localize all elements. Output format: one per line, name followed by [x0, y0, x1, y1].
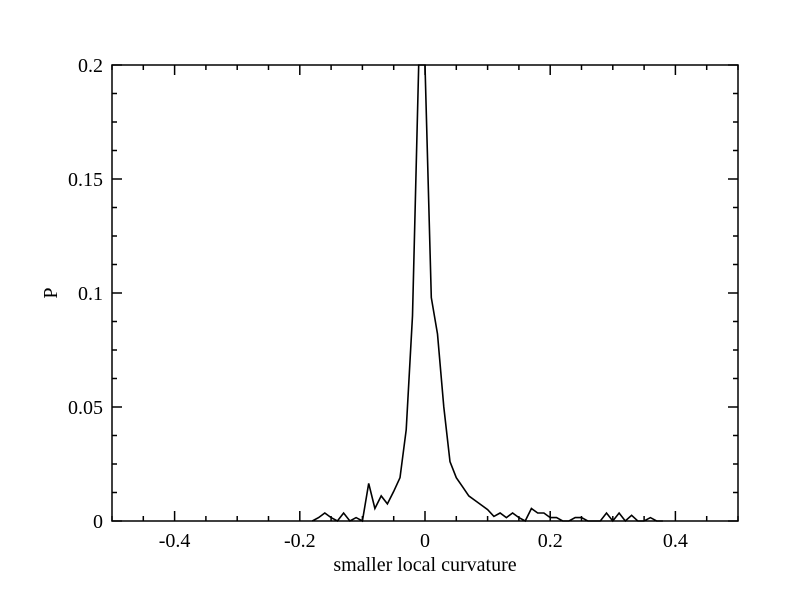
plot-area: [311, 64, 663, 523]
y-tick-label: 0.1: [78, 283, 103, 305]
y-tick-label: 0.2: [78, 55, 103, 77]
y-axis-title: P: [40, 287, 62, 298]
x-tick-label: 0.4: [663, 530, 688, 552]
axis-ticks: [111, 64, 739, 522]
tick-labels: -0.4 -0.2 0 0.2 0.4 0 0.05 0.1 0.15 0.2: [68, 55, 688, 552]
y-tick-label: 0.05: [68, 397, 103, 419]
y-tick-label: 0: [93, 511, 103, 533]
plot-frame: [111, 64, 739, 522]
x-tick-label: 0.2: [538, 530, 563, 552]
x-tick-label: -0.4: [159, 530, 191, 552]
x-axis-title: smaller local curvature: [333, 554, 516, 576]
y-tick-label: 0.15: [68, 169, 103, 191]
series-line: [311, 64, 663, 523]
x-tick-label: -0.2: [284, 530, 316, 552]
x-tick-label: 0: [420, 530, 430, 552]
